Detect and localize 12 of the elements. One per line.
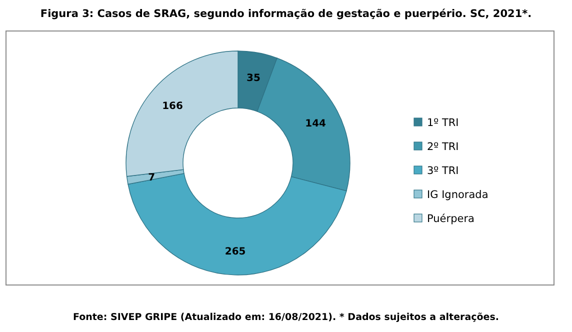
data-label: 35 <box>246 72 261 84</box>
chart-title: Figura 3: Casos de SRAG, segundo informação de gestação e puerpério. SC, 2021*. <box>40 8 532 20</box>
legend-label: IG Ignorada <box>427 189 488 201</box>
legend-label: 1º TRI <box>427 117 459 129</box>
data-label: 166 <box>162 100 184 112</box>
legend-label: Puérpera <box>427 213 474 225</box>
data-label: 7 <box>148 172 156 184</box>
data-label: 144 <box>305 118 326 130</box>
legend-label: 2º TRI <box>427 141 459 153</box>
source-note: Fonte: SIVEP GRIPE (Atualizado em: 16/08/2021). * Dados sujeitos a alterações. <box>73 312 499 323</box>
data-label: 265 <box>224 246 246 258</box>
legend-label: 3º TRI <box>427 165 459 177</box>
